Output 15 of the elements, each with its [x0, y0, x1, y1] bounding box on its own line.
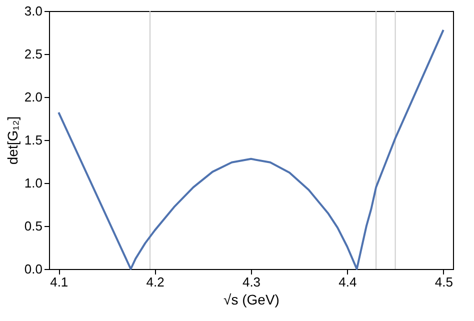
y-tick-label: 2.0 — [24, 90, 42, 104]
x-tick-label: 4.1 — [50, 274, 68, 290]
y-tick-label: 0.5 — [24, 218, 42, 234]
x-tick-label: 4.5 — [434, 274, 453, 290]
x-tick-label: 4.3 — [242, 274, 261, 290]
line-series — [58, 28, 444, 270]
y-tick-label: 0.0 — [24, 262, 42, 276]
y-tick-label: 2.5 — [24, 46, 42, 62]
x-tick-label: 4.2 — [146, 274, 164, 290]
y-tick-label: 1.5 — [24, 132, 42, 148]
y-axis-title: det[G₁₂] — [4, 116, 20, 165]
x-tick-label: 4.4 — [338, 274, 357, 290]
y-tick-label: 3.0 — [24, 4, 42, 18]
x-axis-title: √s (GeV) — [224, 292, 280, 308]
y-tick-label: 1.0 — [24, 176, 42, 190]
